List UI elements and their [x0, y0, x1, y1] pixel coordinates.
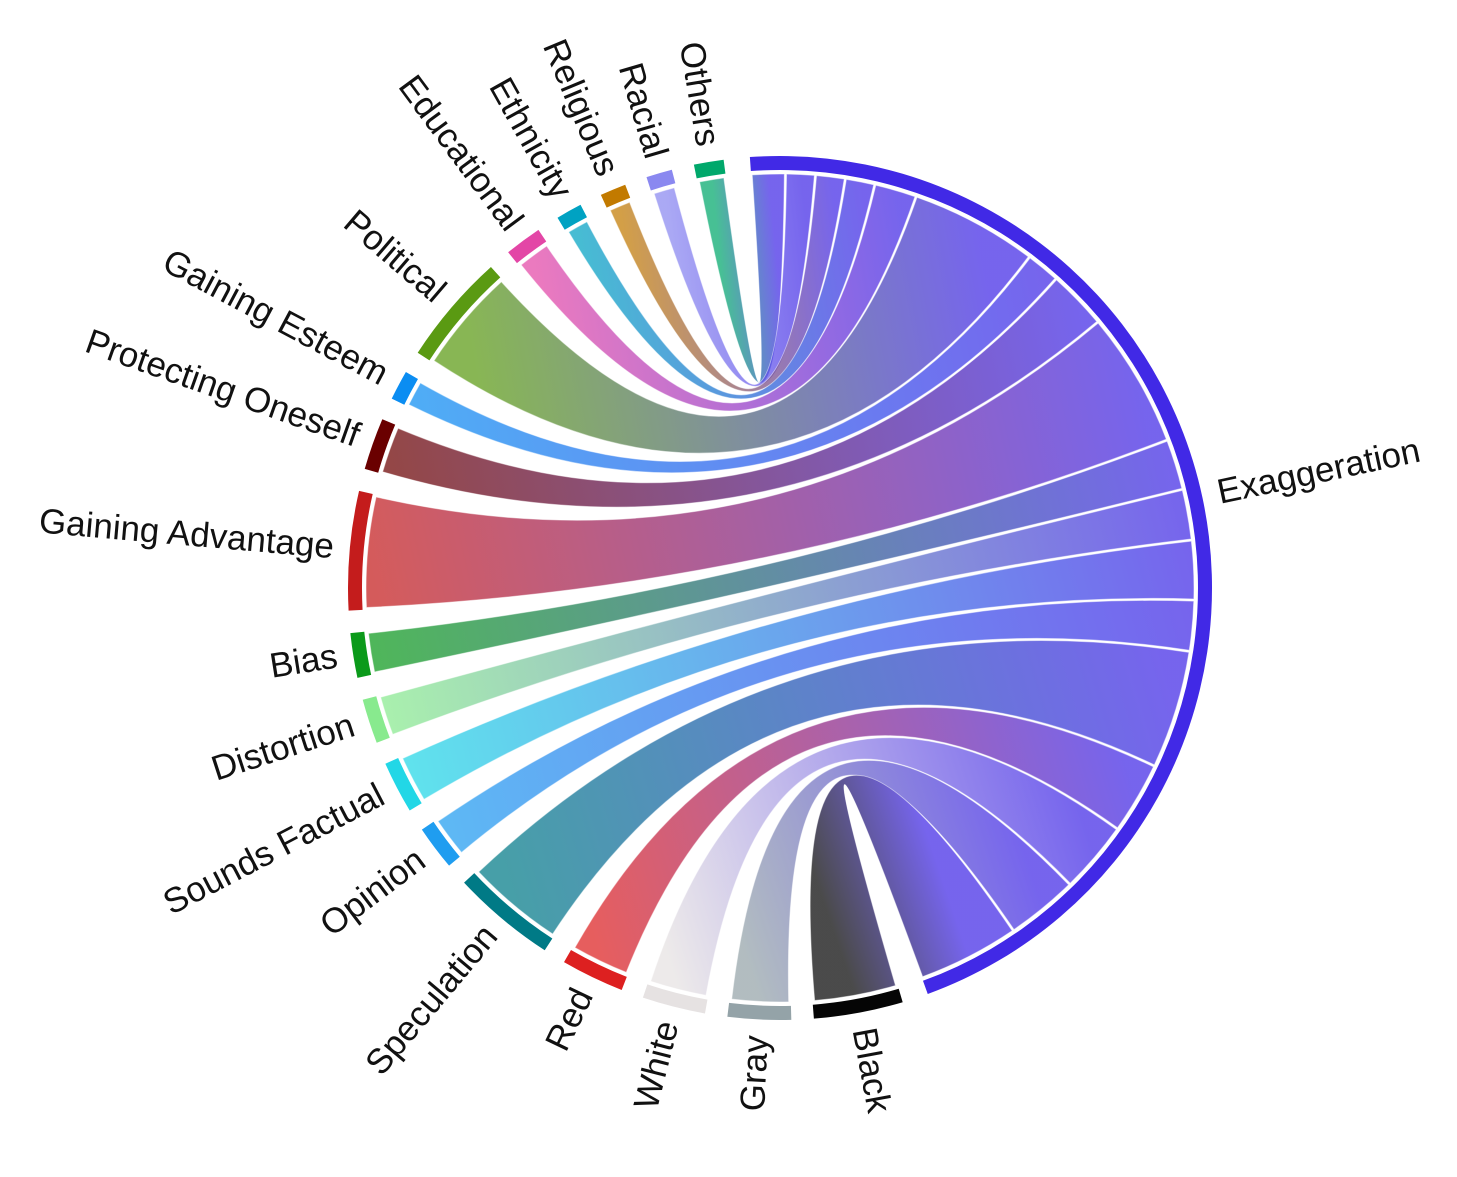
- ribbon-exaggeration-white[interactable]: [650, 737, 1117, 996]
- arc-red[interactable]: [564, 950, 627, 990]
- arc-others[interactable]: [693, 159, 726, 179]
- label-bias: Bias: [267, 637, 340, 686]
- arc-bias[interactable]: [350, 631, 372, 678]
- arc-distortion[interactable]: [362, 696, 390, 743]
- ribbon-exaggeration-gaining-esteem[interactable]: [408, 257, 1056, 474]
- label-black: Black: [845, 1025, 899, 1117]
- label-political: Political: [336, 202, 453, 310]
- label-white: White: [627, 1017, 687, 1113]
- ribbon-exaggeration-religious[interactable]: [609, 175, 845, 392]
- arc-sounds-factual[interactable]: [385, 758, 422, 811]
- arc-educational[interactable]: [508, 229, 547, 264]
- ribbon-exaggeration-distortion[interactable]: [380, 489, 1192, 735]
- label-distortion: Distortion: [207, 706, 360, 789]
- ribbon-exaggeration-political[interactable]: [433, 196, 1029, 454]
- arc-ethnicity[interactable]: [557, 204, 587, 230]
- arc-gray[interactable]: [727, 1002, 792, 1020]
- ribbon-exaggeration-protecting-oneself[interactable]: [382, 279, 1098, 508]
- label-racial: Racial: [611, 58, 676, 162]
- group-arcs-layer: [347, 155, 1213, 1020]
- arc-gaining-esteem[interactable]: [391, 372, 418, 405]
- ribbon-exaggeration-racial[interactable]: [653, 173, 815, 387]
- arc-opinion[interactable]: [421, 821, 460, 866]
- label-gray: Gray: [733, 1034, 776, 1112]
- arc-white[interactable]: [642, 984, 708, 1014]
- ribbons-layer: [365, 173, 1195, 1003]
- ribbon-exaggeration-bias[interactable]: [367, 440, 1183, 673]
- label-opinion: Opinion: [313, 840, 433, 944]
- arc-protecting-oneself[interactable]: [364, 419, 396, 473]
- arc-speculation[interactable]: [464, 873, 553, 951]
- ribbon-exaggeration-others[interactable]: [699, 173, 785, 384]
- arc-black[interactable]: [812, 988, 903, 1019]
- arc-racial[interactable]: [646, 169, 676, 191]
- ribbon-exaggeration-educational[interactable]: [520, 184, 916, 412]
- ribbon-exaggeration-black[interactable]: [809, 774, 1013, 1002]
- label-red: Red: [538, 982, 601, 1057]
- arc-gaining-advantage[interactable]: [347, 490, 373, 611]
- label-others: Others: [672, 39, 728, 149]
- label-exaggeration: Exaggeration: [1214, 431, 1424, 512]
- ribbon-exaggeration-red[interactable]: [574, 706, 1155, 974]
- ribbon-exaggeration-sounds-factual[interactable]: [402, 540, 1195, 801]
- ribbon-exaggeration-opinion[interactable]: [437, 599, 1195, 854]
- label-gaining-advantage: Gaining Advantage: [38, 502, 336, 567]
- ribbon-exaggeration-gaining-advantage[interactable]: [365, 322, 1167, 609]
- ribbon-exaggeration-speculation[interactable]: [477, 640, 1190, 935]
- arc-religious[interactable]: [600, 184, 631, 208]
- ribbon-exaggeration-ethnicity[interactable]: [567, 178, 875, 400]
- ribbon-exaggeration-gray[interactable]: [731, 759, 1070, 1003]
- arc-political[interactable]: [417, 266, 501, 361]
- label-speculation: Speculation: [358, 917, 505, 1082]
